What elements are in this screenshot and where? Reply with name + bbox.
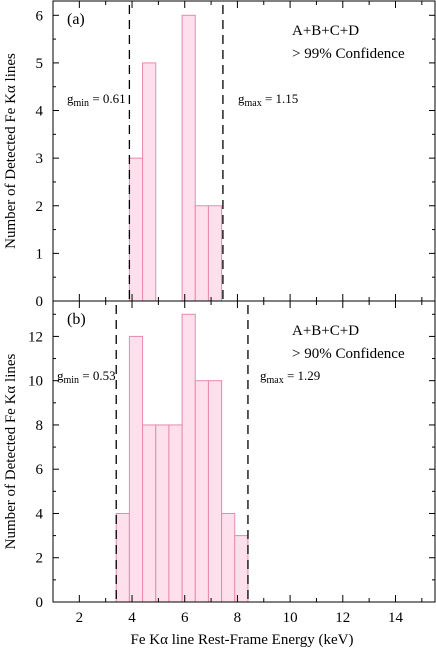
y-tick-label: 2 [36, 551, 44, 567]
g-max-subscript: max [267, 375, 284, 386]
g-min-symbol: g [57, 368, 64, 383]
x-tick-label: 6 [181, 610, 189, 626]
g-min-value: = 0.53 [79, 368, 116, 383]
y-tick-label: 6 [36, 8, 44, 24]
panel-b: 0 2 4 6 8 10 12 Number of Detected Fe Kα lines (… [3, 300, 436, 611]
y-tick-label: 3 [36, 151, 44, 167]
panel-label: (a) [67, 11, 85, 28]
g-min-value: = 0.61 [89, 91, 126, 106]
g-max-label: gmax = 1.15 [238, 91, 298, 109]
y-tick-label: 8 [36, 418, 44, 434]
g-min-symbol: g [67, 91, 74, 106]
panel-a: 0 1 2 3 4 5 6 Number of Detected Fe Kα lines (a)… [3, 0, 436, 310]
y-tick-label: 4 [36, 506, 44, 522]
g-min-label: gmin = 0.61 [67, 91, 126, 109]
g-max-value: = 1.15 [262, 91, 299, 106]
y-tick-label: 1 [36, 246, 44, 262]
y-axis-title: Number of Detected Fe Kα lines [3, 53, 19, 249]
x-tick-label: 12 [335, 610, 350, 626]
histogram-bar [181, 14, 196, 302]
x-tick-label: 8 [234, 610, 242, 626]
g-min-label: gmin = 0.53 [57, 368, 116, 386]
annotation-line-2: > 99% Confidence [292, 46, 405, 62]
x-tick-label: 14 [388, 610, 404, 626]
histogram-bar [155, 424, 170, 603]
y-tick-label: 10 [28, 374, 43, 390]
annotation-line-1: A+B+C+D [292, 23, 359, 39]
x-axis-title: Fe Kα line Rest-Frame Energy (keV) [131, 632, 354, 648]
histogram-bar [181, 313, 196, 603]
histogram-bar [221, 512, 236, 603]
x-tick-label: 4 [128, 610, 136, 626]
histogram-bar [128, 335, 144, 603]
y-tick-label: 0 [36, 294, 44, 310]
histogram-bar [194, 380, 209, 603]
histogram-bar [128, 157, 144, 302]
g-max-symbol: g [238, 91, 245, 106]
g-max-symbol: g [260, 368, 267, 383]
g-min-subscript: min [74, 98, 90, 109]
y-tick-label: 6 [36, 462, 44, 478]
y-axis-title: Number of Detected Fe Kα lines [3, 353, 19, 549]
histogram-bar [168, 424, 183, 603]
annotation-line-2: > 90% Confidence [292, 346, 405, 362]
y-tick-label: 4 [36, 104, 44, 120]
histogram-bar [115, 512, 130, 603]
y-tick-label: 0 [36, 595, 44, 611]
x-tick-label: 2 [76, 610, 84, 626]
histogram-bar [142, 424, 157, 603]
histogram-bar [142, 62, 157, 302]
histogram-bar [234, 535, 249, 603]
y-tick-label: 5 [36, 56, 44, 72]
histogram-bar [207, 380, 223, 603]
histogram-bar [207, 205, 223, 302]
x-axis-tick-labels: 2 4 6 8 10 12 14 [76, 610, 404, 626]
histogram-bar [194, 205, 209, 302]
y-tick-label: 2 [36, 199, 44, 215]
plot-frame [52, 300, 436, 603]
y-tick-label: 12 [28, 329, 43, 345]
annotation-line-1: A+B+C+D [292, 323, 359, 339]
panel-label: (b) [67, 311, 86, 328]
g-max-value: = 1.29 [284, 368, 321, 383]
g-max-label: gmax = 1.29 [260, 368, 320, 386]
g-max-subscript: max [245, 98, 262, 109]
x-tick-label: 10 [283, 610, 298, 626]
g-min-subscript: min [64, 375, 80, 386]
